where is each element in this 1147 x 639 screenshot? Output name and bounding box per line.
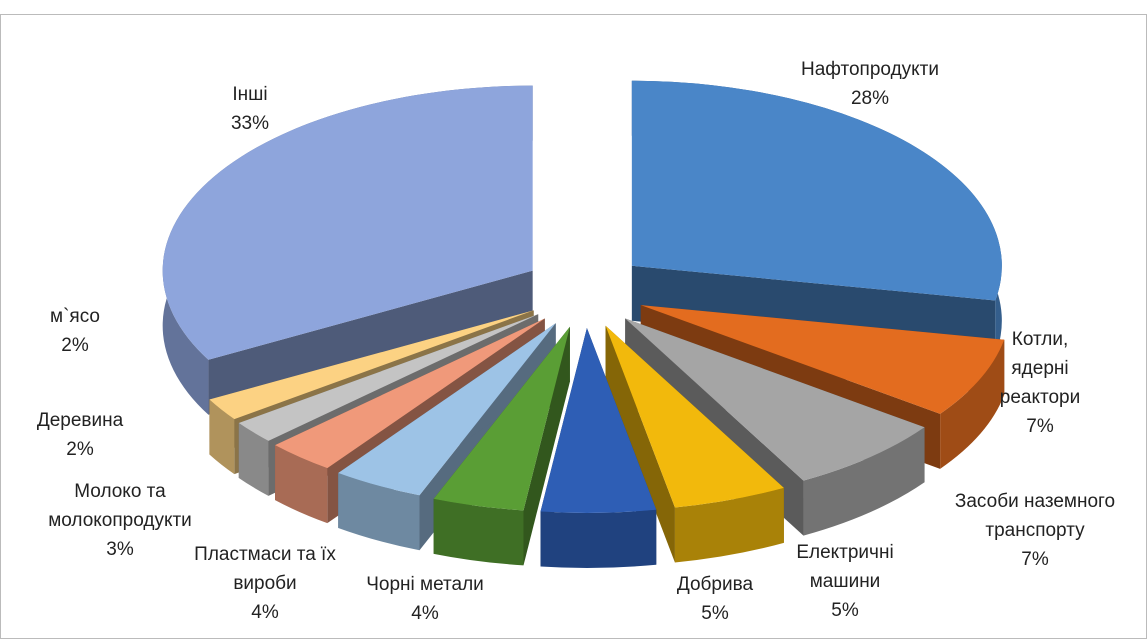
label-line: машини bbox=[810, 571, 881, 592]
slice-top bbox=[275, 318, 545, 469]
slice-wall bbox=[433, 498, 524, 566]
slice-wall bbox=[803, 427, 925, 536]
slice-wall bbox=[674, 487, 784, 563]
value-label: 2% bbox=[66, 439, 94, 460]
slice-top bbox=[540, 327, 657, 513]
value-label: 4% bbox=[411, 603, 439, 624]
slice-label: Деревина bbox=[37, 410, 124, 431]
slice-top bbox=[605, 325, 784, 508]
slice-label: Інші bbox=[232, 84, 267, 105]
slice bbox=[540, 327, 657, 568]
slice-label: Молоко та молокопродукти bbox=[48, 481, 192, 531]
value-label: 4% bbox=[251, 602, 279, 623]
slice-label: Чорні метали bbox=[366, 574, 484, 595]
label-line: Молоко та bbox=[74, 481, 166, 502]
slice-top bbox=[631, 80, 1002, 301]
label-line: молокопродукти bbox=[48, 510, 192, 531]
slice-label: Котли, ядерні реактори bbox=[1000, 329, 1080, 408]
value-label: 2% bbox=[61, 335, 89, 356]
value-label: 28% bbox=[851, 88, 889, 109]
label-line: Котли, bbox=[1012, 329, 1068, 350]
value-label: 7% bbox=[1026, 416, 1054, 437]
label-line: Добрива bbox=[677, 574, 754, 595]
value-label: 3% bbox=[106, 539, 134, 560]
slice-wall bbox=[209, 399, 235, 475]
slice-wall bbox=[238, 422, 269, 496]
label-line: Пластмаси та їх bbox=[194, 544, 336, 565]
slice-wall bbox=[275, 445, 328, 524]
label-line: Інші bbox=[232, 84, 267, 105]
value-label: 5% bbox=[701, 603, 729, 624]
slice bbox=[433, 326, 570, 566]
label-line: ядерні bbox=[1011, 358, 1068, 379]
slice-top bbox=[640, 305, 1005, 414]
label-line: Чорні метали bbox=[366, 574, 484, 595]
slice-top bbox=[209, 310, 534, 420]
value-label: 7% bbox=[1021, 549, 1049, 570]
label-line: реактори bbox=[1000, 387, 1080, 408]
slice-label: м`ясо bbox=[50, 306, 100, 327]
label-line: м`ясо bbox=[50, 306, 100, 327]
slice-top bbox=[238, 314, 539, 441]
slice-wall bbox=[338, 472, 420, 551]
slice-wall bbox=[540, 509, 657, 568]
label-line: Засоби наземного bbox=[955, 491, 1115, 512]
value-label: 5% bbox=[831, 600, 859, 621]
slice-top bbox=[625, 318, 925, 481]
label-line: Деревина bbox=[37, 410, 124, 431]
label-line: Нафтопродукти bbox=[801, 59, 939, 80]
slice-wall bbox=[940, 339, 1005, 469]
label-line: вироби bbox=[233, 573, 296, 594]
slice-label: Пластмаси та їх вироби bbox=[194, 544, 336, 594]
label-line: Електричні bbox=[796, 542, 893, 563]
slice-label: Нафтопродукти bbox=[801, 59, 939, 80]
slice-top bbox=[338, 323, 556, 496]
slice-side bbox=[605, 325, 675, 563]
slice-top bbox=[433, 326, 570, 511]
slice-label: Електричні машини bbox=[796, 542, 893, 592]
label-line: транспорту bbox=[985, 520, 1085, 541]
slice-label: Засоби наземного транспорту bbox=[955, 491, 1115, 541]
slice-label: Добрива bbox=[677, 574, 754, 595]
slice-top bbox=[162, 85, 533, 360]
slice bbox=[605, 325, 784, 563]
value-label: 33% bbox=[231, 113, 269, 134]
